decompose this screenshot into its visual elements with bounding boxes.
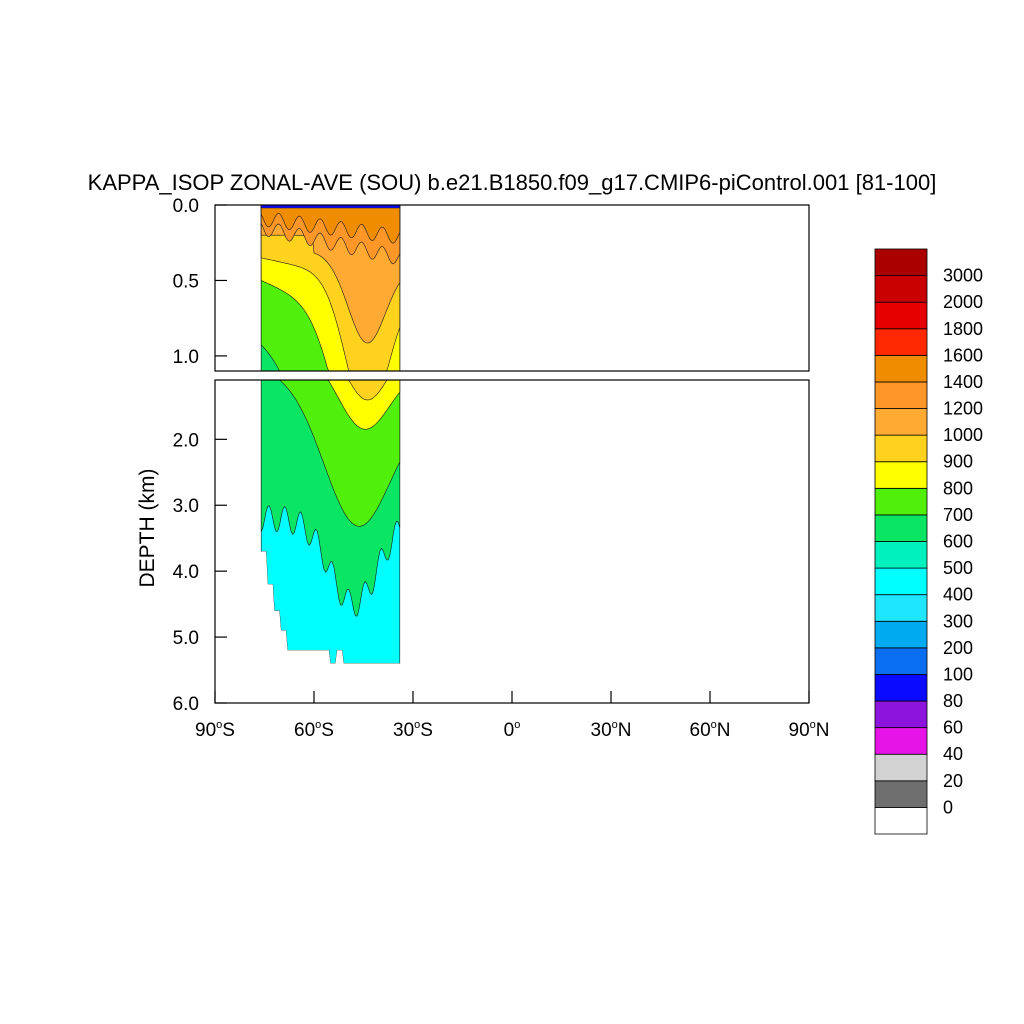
colorbar-box	[874, 301, 928, 330]
seafloor-mask	[261, 551, 400, 703]
colorbar-box	[874, 727, 928, 755]
colorbar: 0 20 40 60 80 100 200 300 400 500 600 700 800 900 1000…	[874, 248, 983, 835]
colorbar-label: 40	[943, 744, 963, 764]
colorbar-box	[874, 461, 928, 489]
colorbar-box	[874, 381, 928, 409]
colorbar-box	[874, 328, 928, 356]
colorbar-label: 1600	[943, 345, 983, 365]
colorbar-box	[874, 541, 928, 569]
lower-panel-field	[260, 380, 401, 703]
colorbar-label: 900	[943, 452, 973, 472]
colorbar-box	[874, 434, 928, 463]
colorbar-box	[874, 408, 928, 436]
x-tick-label: 90oS	[195, 719, 235, 741]
colorbar-label: 0	[943, 797, 953, 817]
colorbar-label: 200	[943, 638, 973, 658]
colorbar-label: 1400	[943, 372, 983, 392]
colorbar-label: 3000	[943, 266, 983, 286]
upper-panel-frame	[214, 204, 810, 372]
colorbar-label: 100	[943, 664, 973, 684]
colorbar-box	[874, 275, 928, 303]
colorbar-label: 60	[943, 718, 963, 738]
y-tick-label: 6.0	[173, 694, 199, 715]
y-axis-label: DEPTH (km)	[136, 469, 159, 588]
contour-band-1400	[260, 205, 401, 244]
colorbar-box	[874, 354, 928, 383]
colorbar-box	[874, 620, 928, 649]
y-tick-label: 3.0	[173, 496, 199, 517]
colorbar-label: 1000	[943, 425, 983, 445]
x-tick-label: 60oN	[690, 719, 731, 741]
colorbar-label: 1200	[943, 399, 983, 419]
colorbar-box	[874, 647, 928, 675]
axes: 90oS 60oS 30oS 0o 30oN 60oN 90oN 0.0 0.5 1.0 2.0 3.…	[173, 196, 830, 741]
colorbar-label: 500	[943, 558, 973, 578]
colorbar-box	[874, 487, 928, 516]
colorbar-box	[874, 780, 928, 808]
colorbar-label: 600	[943, 532, 973, 552]
colorbar-box	[874, 700, 928, 729]
colorbar-box	[874, 674, 928, 702]
colorbar-label: 300	[943, 611, 973, 631]
contour-band-900	[261, 380, 400, 401]
upper-panel-field	[260, 205, 401, 371]
colorbar-box	[874, 753, 928, 782]
colorbar-label: 80	[943, 691, 963, 711]
y-tick-label: 0.5	[173, 271, 199, 292]
colorbar-label: 400	[943, 585, 973, 605]
colorbar-label: 700	[943, 505, 973, 525]
x-tick-label: 90oN	[789, 719, 830, 741]
contour-band-80	[260, 205, 401, 209]
x-tick-label: 60oS	[294, 719, 334, 741]
colorbar-label: 20	[943, 771, 963, 791]
y-tick-label: 4.0	[173, 562, 199, 583]
x-tick-label: 30oS	[393, 719, 433, 741]
colorbar-label: 800	[943, 478, 973, 498]
colorbar-box	[874, 514, 928, 542]
colorbar-label: 2000	[943, 292, 983, 312]
x-tick-label: 0o	[504, 719, 521, 741]
y-tick-label: 1.0	[173, 347, 199, 368]
y-tick-label: 5.0	[173, 628, 199, 649]
y-tick-label: 0.0	[173, 196, 199, 217]
x-tick-label: 30oN	[591, 719, 632, 741]
chart-title: KAPPA_ISOP ZONAL-AVE (SOU) b.e21.B1850.f…	[88, 170, 937, 195]
y-tick-label: 2.0	[173, 430, 199, 451]
colorbar-box	[874, 594, 928, 622]
colorbar-box	[874, 807, 928, 835]
colorbar-label: 1800	[943, 319, 983, 339]
colorbar-box	[874, 567, 928, 596]
colorbar-box	[874, 248, 928, 276]
